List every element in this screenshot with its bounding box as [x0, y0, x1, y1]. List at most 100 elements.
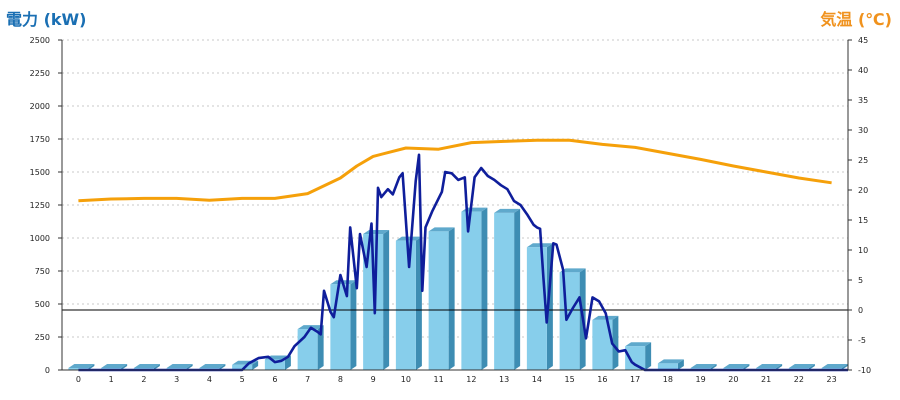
- power-bar-side: [415, 236, 422, 370]
- power-bar: [68, 364, 95, 370]
- x-tick-label: 0: [76, 375, 81, 384]
- power-bar-top: [821, 364, 848, 368]
- x-tick-label: 8: [338, 375, 343, 384]
- power-bar-side: [841, 364, 848, 370]
- power-line: [78, 153, 848, 372]
- power-bar-top: [101, 364, 128, 368]
- power-bar: [395, 236, 422, 370]
- power-bar: [625, 342, 652, 370]
- power-bar: [494, 208, 521, 370]
- power-bar-front: [297, 329, 318, 370]
- x-tick-label: 22: [794, 375, 804, 384]
- left-tick-label: 0: [45, 366, 50, 375]
- x-tick-label: 3: [174, 375, 179, 384]
- power-bar: [526, 243, 553, 370]
- series-lines: [78, 138, 848, 372]
- x-tick-label: 11: [434, 375, 444, 384]
- power-bar-top: [133, 364, 160, 368]
- power-bar-top: [395, 236, 422, 241]
- power-bar-side: [350, 280, 357, 370]
- right-tick-label: 10: [858, 246, 868, 255]
- right-tick-label: 0: [858, 306, 863, 315]
- power-bar-top: [690, 364, 717, 368]
- x-tick-label: 21: [761, 375, 771, 384]
- power-bar: [461, 207, 488, 370]
- left-axis-ticks: 0 250 500 750 1000 1250 1500 1750 2000 2250 2500: [30, 36, 62, 375]
- right-tick-label: 45: [858, 36, 868, 45]
- power-bar-top: [788, 364, 815, 368]
- power-bar-side: [448, 227, 455, 370]
- left-tick-label: 750: [35, 267, 50, 276]
- power-bar: [428, 227, 455, 370]
- right-tick-label: 30: [858, 126, 868, 135]
- left-tick-label: 2250: [30, 69, 50, 78]
- power-bar-front: [625, 346, 646, 370]
- power-bar: [657, 359, 684, 370]
- power-bar-top: [68, 364, 95, 368]
- power-bar-side: [776, 364, 783, 370]
- x-tick-label: 7: [305, 375, 310, 384]
- x-tick-label: 12: [466, 375, 476, 384]
- left-tick-label: 1750: [30, 135, 50, 144]
- x-tick-label: 13: [499, 375, 509, 384]
- power-bar-front: [395, 240, 416, 370]
- right-tick-label: -10: [858, 366, 871, 375]
- left-tick-label: 250: [35, 333, 50, 342]
- x-tick-label: 15: [565, 375, 575, 384]
- temperature-line: [78, 138, 832, 203]
- power-bar-side: [743, 364, 750, 370]
- left-tick-label: 500: [35, 300, 50, 309]
- right-tick-label: 20: [858, 186, 868, 195]
- power-bar-front: [264, 359, 285, 370]
- x-tick-label: 17: [630, 375, 640, 384]
- power-bar-side: [481, 207, 488, 370]
- power-bar-front: [68, 368, 89, 370]
- x-axis-ticks: 0 1 2 3 4 5 6 7 8 9 10 11 12 13 14 15 16 17 18 19 20 21 22 23: [76, 375, 837, 384]
- power-bar-side: [317, 325, 324, 370]
- power-bar-side: [153, 364, 160, 370]
- x-tick-label: 2: [141, 375, 146, 384]
- power-bar-front: [232, 364, 253, 370]
- left-tick-label: 2000: [30, 102, 50, 111]
- x-tick-label: 20: [728, 375, 738, 384]
- right-tick-label: 5: [858, 276, 863, 285]
- right-tick-label: 35: [858, 96, 868, 105]
- power-bar-top: [625, 342, 652, 347]
- x-tick-label: 18: [663, 375, 673, 384]
- right-axis-ticks: -10 -5 0 5 10 15 20 25 30 35 40 45: [848, 36, 871, 375]
- power-bar-front: [494, 212, 515, 370]
- power-bar-top: [494, 208, 521, 213]
- power-bar-top: [723, 364, 750, 368]
- power-bar-front: [526, 247, 547, 370]
- power-bar-side: [645, 342, 652, 370]
- power-bar-front: [657, 363, 678, 370]
- axes: [61, 40, 849, 371]
- power-bar-side: [383, 230, 390, 370]
- power-bar-side: [612, 315, 619, 370]
- power-bar-side: [710, 364, 717, 370]
- power-bar-top: [559, 268, 586, 273]
- power-bar-side: [808, 364, 815, 370]
- left-tick-label: 1250: [30, 201, 50, 210]
- x-tick-label: 19: [696, 375, 706, 384]
- right-tick-label: 15: [858, 216, 868, 225]
- power-bar-front: [461, 211, 482, 370]
- power-bar-front: [428, 231, 449, 370]
- x-tick-label: 14: [532, 375, 542, 384]
- power-bar-top: [199, 364, 226, 368]
- power-bar-side: [88, 364, 95, 370]
- power-bar-top: [526, 243, 553, 248]
- x-tick-label: 4: [207, 375, 212, 384]
- power-bars: [68, 207, 848, 370]
- x-tick-label: 10: [401, 375, 411, 384]
- power-bar-side: [252, 360, 259, 370]
- power-bar-top: [166, 364, 193, 368]
- left-tick-label: 1500: [30, 168, 50, 177]
- x-tick-label: 6: [272, 375, 277, 384]
- power-bar-side: [186, 364, 193, 370]
- grid-lines: [62, 39, 848, 338]
- right-tick-label: 25: [858, 156, 868, 165]
- left-tick-label: 2500: [30, 36, 50, 45]
- power-bar-top: [756, 364, 783, 368]
